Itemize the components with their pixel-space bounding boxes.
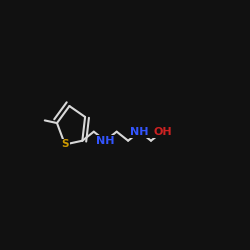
Text: S: S [61, 140, 69, 149]
Text: NH: NH [96, 136, 114, 146]
Text: NH: NH [130, 127, 149, 137]
Text: OH: OH [153, 127, 172, 137]
